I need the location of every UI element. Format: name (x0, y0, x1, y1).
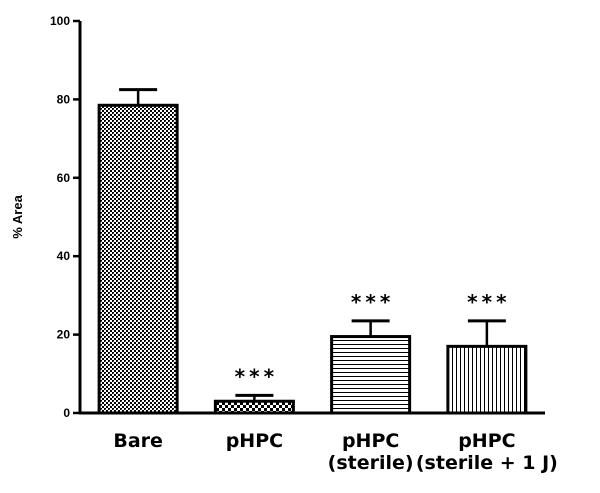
category-label-1-0: pHPC (226, 430, 283, 452)
bar-3 (446, 344, 528, 415)
category-label-0-0: Bare (113, 430, 163, 452)
bar-0 (97, 103, 179, 415)
y-tick-label: 100 (50, 14, 70, 28)
y-tick-label: 40 (57, 249, 71, 263)
bar-2 (330, 335, 412, 415)
significance-label-2: *** (351, 290, 394, 314)
significance-annotations: *** *** *** (235, 290, 510, 388)
bar-1 (213, 399, 295, 415)
significance-label-1: *** (235, 364, 278, 388)
y-tick-label: 80 (57, 92, 71, 106)
y-axis-title: % Area (10, 194, 25, 238)
category-label-3-1: (sterile + 1 J) (416, 452, 558, 474)
bars (97, 103, 528, 415)
category-label-3-0: pHPC (458, 430, 515, 452)
significance-label-3: *** (467, 290, 510, 314)
y-tick-label: 60 (57, 171, 71, 185)
category-labels: Bare pHPC pHPC(sterile)pHPC(sterile + 1 J) (113, 430, 558, 474)
y-axis: 0 20 40 60 80 100 (50, 14, 82, 420)
error-bars (119, 88, 506, 402)
y-tick-label: 0 (63, 406, 70, 420)
category-label-2-0: pHPC (342, 430, 399, 452)
category-label-2-1: (sterile) (328, 452, 414, 474)
y-tick-label: 20 (57, 328, 71, 342)
